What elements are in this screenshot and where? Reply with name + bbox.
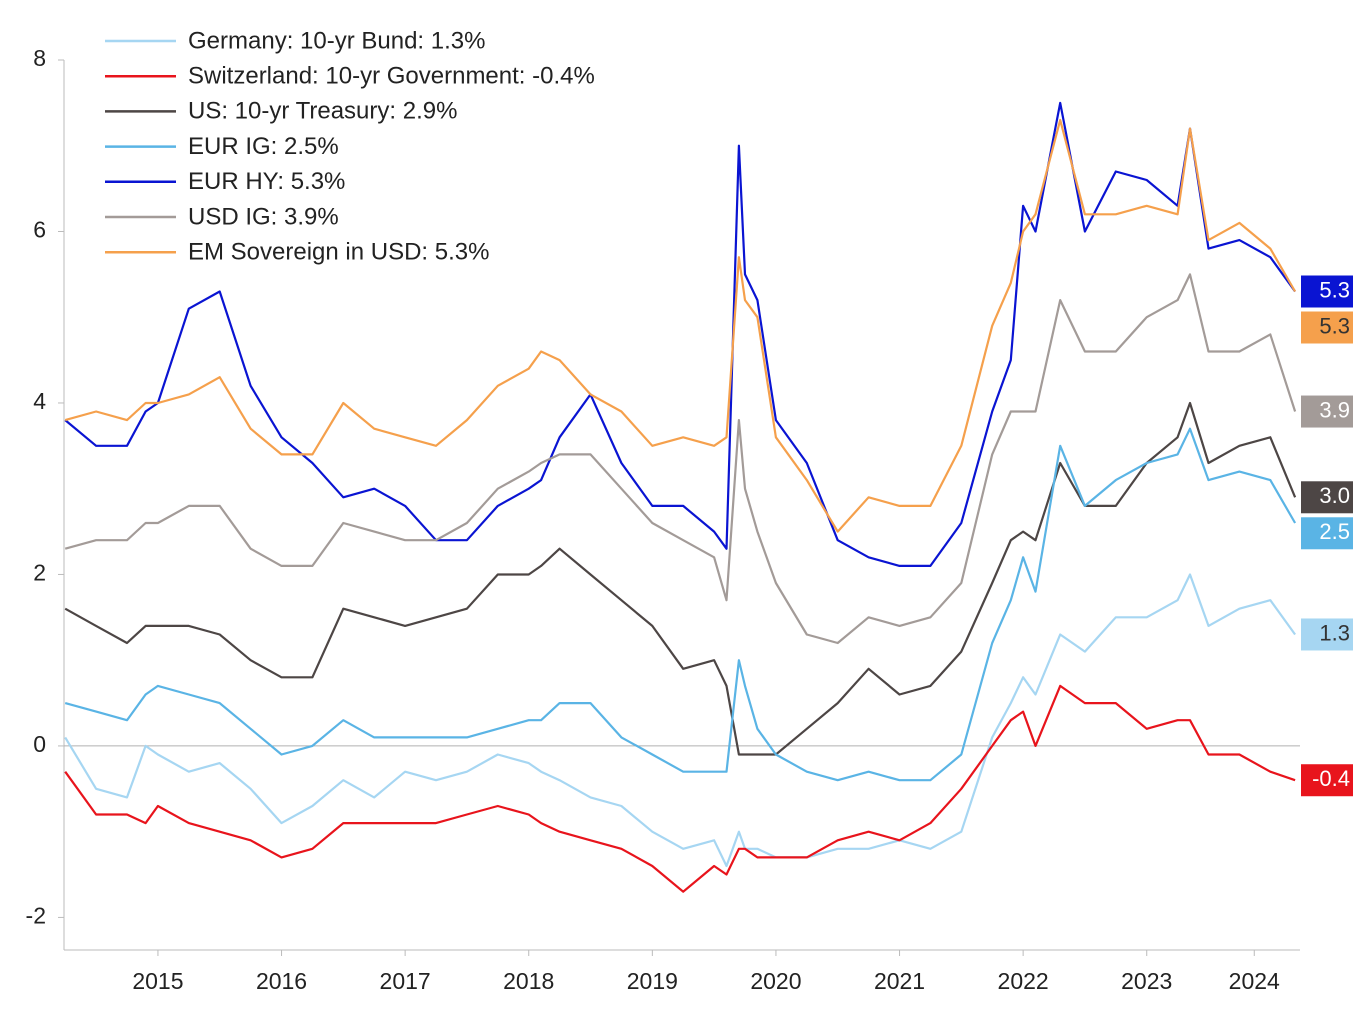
end-label: 5.3 (1319, 313, 1350, 338)
legend-label: Germany: 10-yr Bund: 1.3% (188, 27, 485, 54)
y-tick-label: -2 (26, 902, 46, 928)
end-label: 2.5 (1319, 519, 1350, 544)
x-tick-label: 2018 (503, 968, 554, 994)
legend-label: EUR HY: 5.3% (188, 168, 345, 195)
y-tick-label: 6 (33, 217, 46, 243)
x-tick-label: 2015 (132, 968, 183, 994)
legend-label: EUR IG: 2.5% (188, 133, 339, 160)
series-line (64, 684, 1296, 893)
end-label: 3.9 (1319, 397, 1350, 422)
end-label-box (1301, 275, 1353, 308)
x-tick-label: 2023 (1121, 968, 1172, 994)
series-line (64, 427, 1297, 782)
end-label-box (1301, 311, 1353, 344)
y-tick-label: 4 (33, 388, 46, 414)
legend-label: US: 10-yr Treasury: 2.9% (188, 98, 457, 125)
end-label: 1.3 (1319, 620, 1350, 645)
series-line (64, 101, 1296, 567)
end-label-box (1301, 517, 1353, 550)
x-tick-label: 2019 (627, 968, 678, 994)
end-label-box (1301, 395, 1353, 428)
series-line (64, 118, 1297, 533)
legend-label: EM Sovereign in USD: 5.3% (188, 239, 489, 266)
series-line (64, 401, 1297, 756)
y-tick-label: 0 (33, 731, 46, 757)
series-line (64, 573, 1296, 868)
x-tick-label: 2020 (750, 968, 801, 994)
x-tick-label: 2017 (380, 968, 431, 994)
end-label-box (1301, 618, 1353, 651)
legend-label: Switzerland: 10-yr Government: -0.4% (188, 63, 595, 90)
x-tick-label: 2024 (1229, 968, 1280, 994)
y-tick-label: 2 (33, 560, 46, 586)
x-tick-label: 2016 (256, 968, 307, 994)
y-tick-label: 8 (33, 45, 46, 71)
end-label-box (1301, 481, 1353, 514)
end-label: 3.0 (1319, 483, 1350, 508)
x-tick-label: 2022 (998, 968, 1049, 994)
end-label: -0.4 (1312, 766, 1350, 791)
legend-label: USD IG: 3.9% (188, 203, 339, 230)
series-line (64, 273, 1297, 645)
x-tick-label: 2021 (874, 968, 925, 994)
end-label-box (1301, 764, 1353, 797)
end-label: 5.3 (1319, 277, 1350, 302)
